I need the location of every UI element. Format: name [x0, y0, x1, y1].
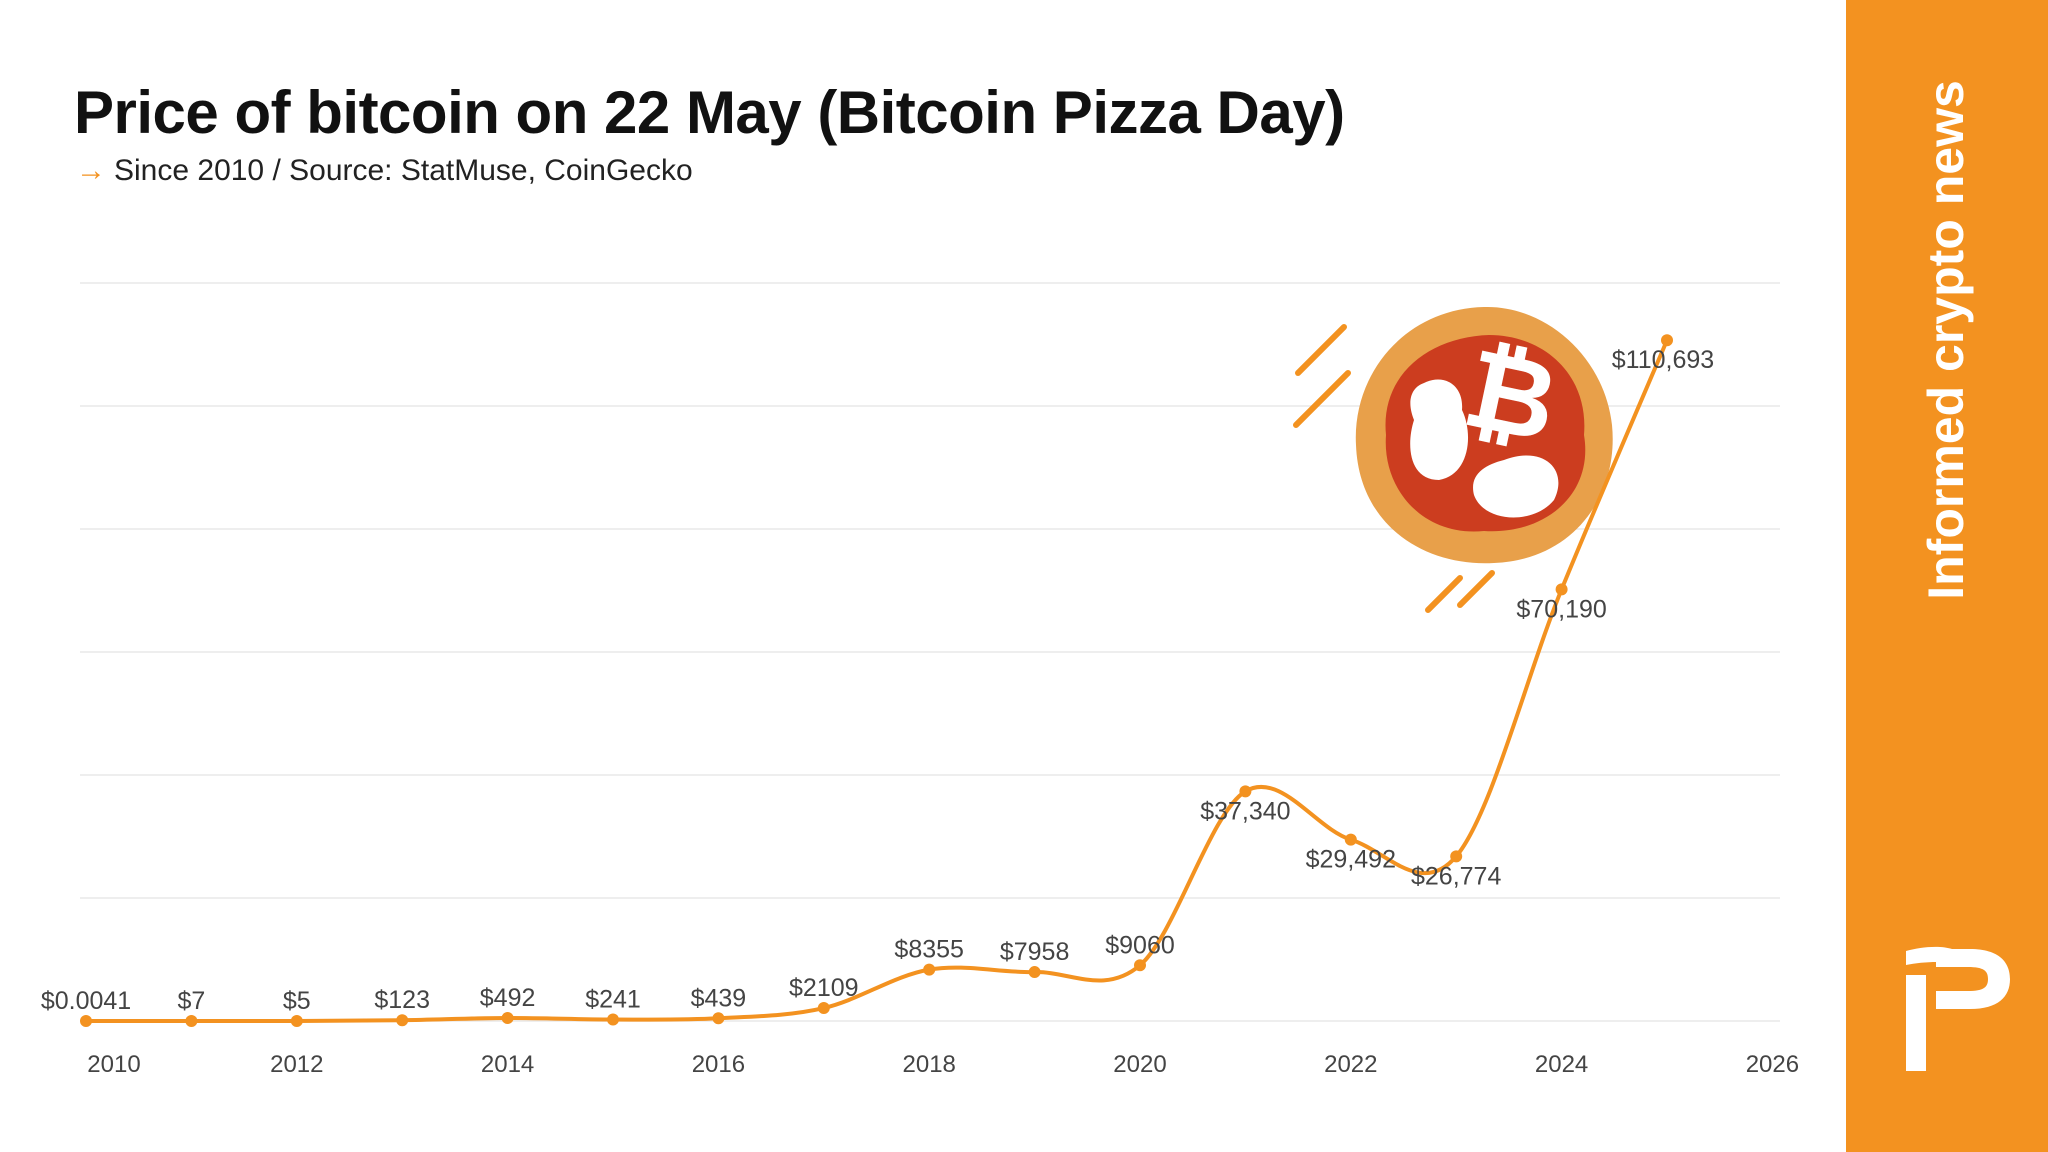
data-point [712, 1012, 725, 1025]
x-tick-label: 2024 [1535, 1051, 1588, 1078]
data-label: $439 [691, 984, 747, 1012]
data-point [817, 1002, 830, 1015]
data-point [1661, 334, 1673, 347]
bitcoin-pizza-icon: ₿ [1293, 306, 1613, 613]
data-point [1239, 785, 1252, 798]
data-point [923, 963, 936, 976]
data-point [1450, 850, 1463, 863]
subtitle-text: Since 2010 / Source: StatMuse, CoinGecko [114, 154, 693, 187]
data-point [1028, 966, 1041, 979]
data-point [396, 1014, 409, 1027]
x-tick-label: 2018 [903, 1051, 956, 1078]
chart-subtitle: → Since 2010 / Source: StatMuse, CoinGeck… [76, 154, 693, 188]
data-label: $70,190 [1516, 595, 1606, 623]
x-tick-label: 2012 [270, 1051, 323, 1078]
data-label: $7958 [1000, 938, 1070, 966]
data-label: $5 [283, 987, 311, 1015]
data-point [607, 1013, 619, 1026]
x-tick-label: 2010 [87, 1051, 140, 1078]
data-label: $9060 [1105, 931, 1175, 959]
data-label: $37,340 [1200, 797, 1290, 825]
data-point [501, 1011, 514, 1024]
data-point [1555, 583, 1568, 596]
chart-title: Price of bitcoin on 22 May (Bitcoin Pizz… [74, 79, 1345, 146]
ip-logo [1906, 946, 2010, 1071]
data-point [80, 1015, 92, 1027]
data-label: $8355 [894, 936, 964, 964]
price-line [85, 339, 1669, 1024]
arrow-right-icon: → [76, 154, 106, 187]
x-tick-label: 2016 [692, 1051, 745, 1078]
x-tick-label: 2022 [1324, 1051, 1377, 1078]
data-label: $492 [480, 984, 536, 1012]
data-point [1134, 959, 1146, 972]
data-label: $7 [177, 987, 205, 1015]
x-tick-label: 2020 [1113, 1051, 1166, 1078]
x-tick-label: 2014 [481, 1051, 534, 1078]
x-tick-label: 2026 [1746, 1051, 1799, 1078]
data-label: $26,774 [1411, 862, 1501, 890]
line-chart: ₿ $0.0041 $7 $5 $123 $492 $241 $439 $2109 $8355 $… [41, 282, 1799, 1078]
data-label: $0.0041 [41, 987, 131, 1015]
data-label: $241 [585, 986, 641, 1014]
data-point [1344, 833, 1357, 846]
data-label: $123 [374, 986, 430, 1014]
data-point [185, 1014, 198, 1027]
data-label: $110,693 [1612, 346, 1714, 374]
data-point [290, 1014, 303, 1027]
data-label: $29,492 [1306, 846, 1396, 874]
data-label: $2109 [789, 974, 859, 1002]
brand-tagline: Informed crypto news [1918, 80, 1974, 600]
